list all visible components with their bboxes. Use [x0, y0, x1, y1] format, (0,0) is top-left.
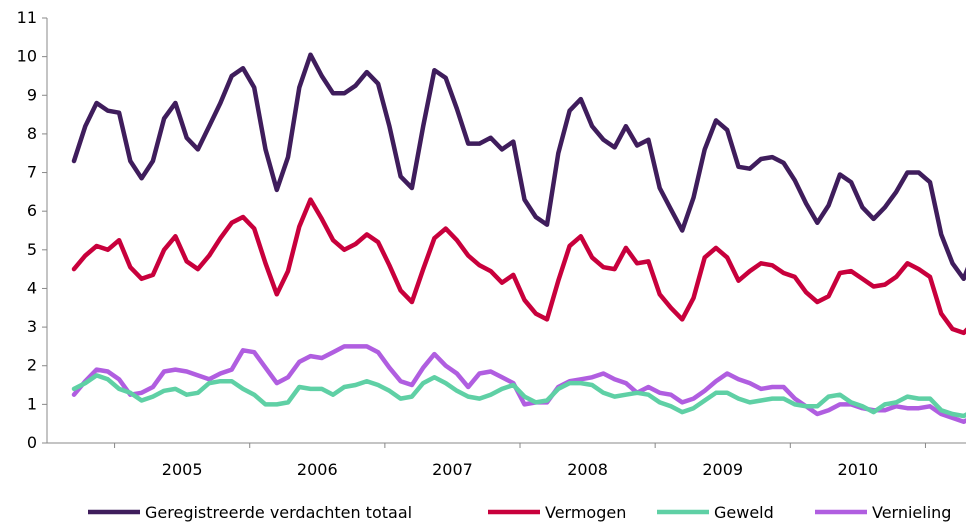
- x-tick-label: 2008: [567, 460, 608, 479]
- x-tick-label: 2009: [702, 460, 743, 479]
- legend: Geregistreerde verdachten totaal Vermogen…: [88, 503, 951, 522]
- y-axis-ticks: 0 1 2 3 4 5 6 7 8 9 10 11: [17, 8, 47, 452]
- y-tick-label: 3: [27, 317, 37, 336]
- legend-label-2: Geweld: [714, 503, 774, 522]
- y-tick-label: 6: [27, 201, 37, 220]
- y-tick-label: 9: [27, 85, 37, 104]
- series-line-0: [71, 52, 966, 282]
- y-tick-label: 7: [27, 163, 37, 182]
- series-line-1: [71, 197, 966, 336]
- x-tick-label: 2006: [297, 460, 338, 479]
- y-tick-label: 4: [27, 278, 37, 297]
- legend-label-1: Vermogen: [545, 503, 626, 522]
- y-tick-label: 2: [27, 356, 37, 375]
- x-tick-label: 2005: [162, 460, 203, 479]
- y-tick-label: 1: [27, 394, 37, 413]
- x-axis-ticks: 2005200620072008200920102011: [114, 443, 926, 479]
- y-tick-label: 5: [27, 240, 37, 259]
- axes: [46, 18, 966, 444]
- x-tick-label: 2007: [432, 460, 473, 479]
- series-line-2: [71, 373, 966, 419]
- legend-label-0: Geregistreerde verdachten totaal: [145, 503, 412, 522]
- y-tick-label: 11: [17, 8, 37, 27]
- x-tick-label: 2010: [838, 460, 879, 479]
- y-tick-label: 10: [17, 47, 37, 66]
- y-tick-label: 8: [27, 124, 37, 143]
- legend-label-3: Vernieling: [872, 503, 951, 522]
- series-line-3: [71, 344, 966, 425]
- y-tick-label: 0: [27, 433, 37, 452]
- series-lines: [71, 52, 966, 425]
